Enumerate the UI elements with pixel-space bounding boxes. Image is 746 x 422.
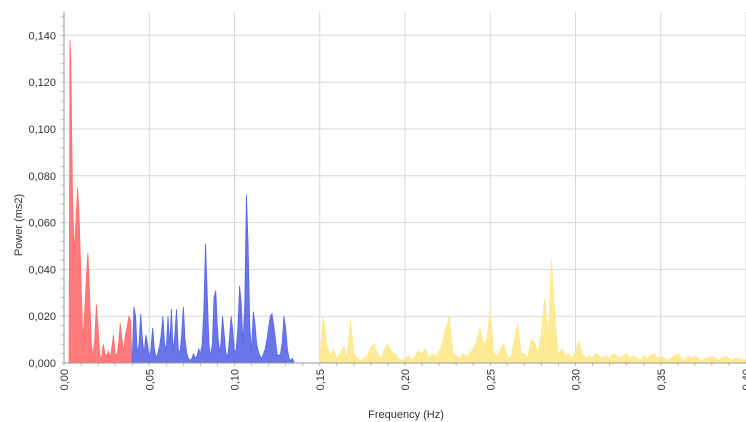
y-tick-label: 0,140 [28, 30, 56, 42]
series-area-2 [131, 194, 320, 364]
x-tick-label: 0,25 [485, 369, 497, 390]
x-tick-label: 0,40 [741, 369, 746, 390]
series-area-1 [68, 40, 133, 364]
y-tick-label: 0,060 [28, 218, 56, 230]
x-tick-labels: 0,00 0,05 0,10 0,15 0,20 0,25 0,30 0,35 0,40 [59, 369, 746, 390]
x-tick-label: 0,30 [571, 369, 583, 390]
y-axis-title: Power (ms2) [13, 194, 25, 256]
x-tick-label: 0,00 [59, 369, 71, 390]
axes [61, 12, 746, 366]
x-tick-label: 0,15 [315, 369, 327, 390]
y-tick-label: 0,100 [28, 124, 56, 136]
x-tick-label: 0,10 [230, 369, 242, 390]
y-tick-label: 0,080 [28, 171, 56, 183]
y-tick-label: 0,120 [28, 77, 56, 89]
x-tick-label: 0,20 [400, 369, 412, 390]
x-tick-label: 0,05 [144, 369, 156, 390]
grid [63, 12, 746, 364]
y-tick-label: 0,000 [28, 358, 56, 370]
y-tick-labels: 0,000 0,020 0,040 0,060 0,080 0,100 0,120 0,140 [28, 30, 56, 370]
y-tick-label: 0,040 [28, 264, 56, 276]
series-area-3 [319, 260, 746, 364]
x-tick-label: 0,35 [656, 369, 668, 390]
series-areas [68, 40, 746, 364]
x-axis-title: Frequency (Hz) [368, 409, 444, 421]
y-tick-label: 0,020 [28, 311, 56, 323]
